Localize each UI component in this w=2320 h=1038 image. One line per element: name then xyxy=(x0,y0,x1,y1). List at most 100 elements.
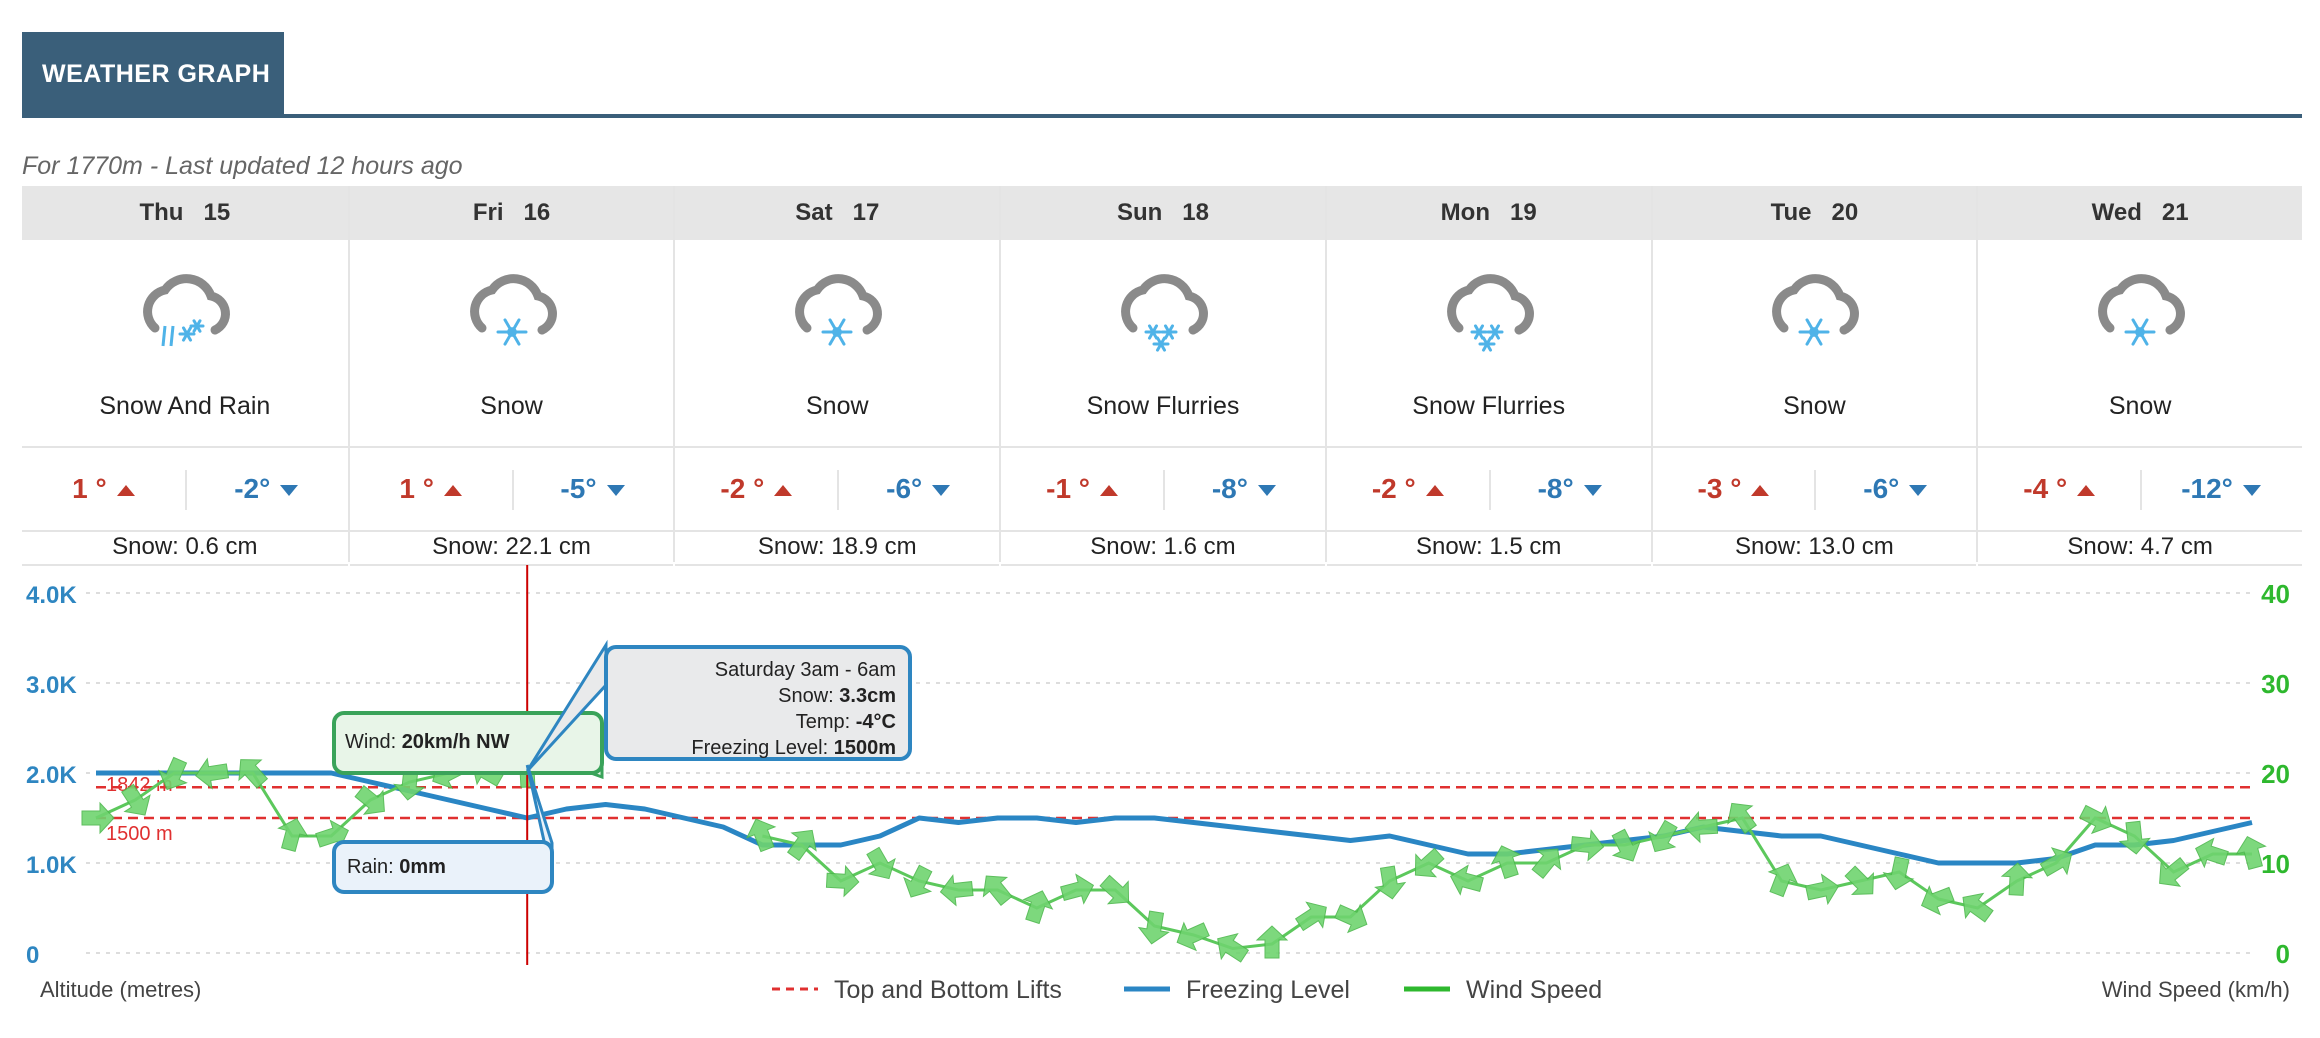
arrow-up-icon xyxy=(1100,485,1118,497)
snow-amount: Snow: 4.7 cm xyxy=(1978,530,2302,566)
freezing-level-line xyxy=(96,770,2253,866)
rain-tooltip xyxy=(332,840,554,894)
temp-divider xyxy=(1488,470,1491,510)
low-temp-value: -8° xyxy=(1537,473,1574,504)
snow-amount: Snow: 0.6 cm xyxy=(22,530,348,566)
arrow-down-icon xyxy=(280,485,299,497)
high-temp: -1 ° xyxy=(1001,448,1163,530)
header-bar: WEATHER GRAPH xyxy=(22,32,2302,118)
arrow-down-icon xyxy=(932,485,951,497)
condition-label: Snow Flurries xyxy=(1086,392,1240,420)
temperature-row: -1 ° -8° xyxy=(1001,446,1325,532)
high-temp-value: -2 ° xyxy=(720,473,765,504)
wind-direction-arrow xyxy=(1490,845,1522,880)
tooltip-freezing: Freezing Level: 1500m xyxy=(691,737,896,759)
day-name: Mon xyxy=(1440,199,1490,226)
snow-and-rain-icon xyxy=(135,266,235,356)
low-temp-value: -6° xyxy=(1863,473,1900,504)
wind-direction-arrow xyxy=(825,864,860,898)
day-name: Thu xyxy=(139,199,184,226)
wind-direction-arrow xyxy=(745,818,777,853)
wind-direction-arrow xyxy=(1531,848,1562,879)
low-temp: -6° xyxy=(1814,448,1976,530)
arrow-up-icon xyxy=(116,485,135,497)
wind-direction-arrow xyxy=(2000,862,2034,896)
y-tick-right: 30 xyxy=(2261,669,2290,699)
day-label: Thu 15 xyxy=(22,186,348,240)
temp-divider xyxy=(1162,470,1165,510)
condition-label: Snow And Rain xyxy=(99,392,271,420)
snow-icon xyxy=(462,266,562,356)
day-name: Tue xyxy=(1770,199,1812,226)
wind-direction-arrow xyxy=(1570,829,1605,862)
forecast-table: Thu 15 Snow And Rain 1 ° -2° Snow: 0.6 c… xyxy=(22,186,2302,566)
day-header-row xyxy=(22,186,2302,240)
rain-value: 0mm xyxy=(399,856,446,878)
snow-icon xyxy=(787,266,887,356)
wind-label: Wind: xyxy=(345,731,402,753)
day-label: Fri 16 xyxy=(350,186,674,240)
high-temp-value: -3 ° xyxy=(1697,473,1742,504)
tooltip-snow-label: Snow: xyxy=(778,685,839,707)
day-name: Wed xyxy=(2091,199,2142,226)
arrow-up-icon xyxy=(774,485,793,497)
arrow-down-icon xyxy=(1257,485,1276,497)
high-temp: 1 ° xyxy=(350,448,512,530)
wind-direction-arrow xyxy=(1684,810,1719,844)
wind-direction-arrow xyxy=(2195,837,2229,869)
day-date: 21 xyxy=(2161,199,2189,226)
y-tick-left: 1.0K xyxy=(26,852,77,879)
temp-divider xyxy=(184,470,187,510)
wind-direction-arrow xyxy=(1334,903,1368,934)
legend-label: Wind Speed xyxy=(1466,976,1602,1004)
y-tick-left: 0 xyxy=(26,942,39,969)
wind-direction-arrow xyxy=(1137,910,1170,945)
arrow-up-icon xyxy=(1425,485,1444,497)
page-title[interactable]: WEATHER GRAPH xyxy=(22,32,284,116)
low-temp-value: -8° xyxy=(1211,473,1248,504)
wind-direction-arrow xyxy=(354,785,385,815)
y-tick-right: 10 xyxy=(2261,849,2290,879)
wind-value: 20km/h NW xyxy=(402,731,510,753)
wind-direction-arrow xyxy=(2159,857,2190,887)
wind-direction-arrow xyxy=(1414,847,1445,878)
wind-direction-arrow xyxy=(939,874,974,907)
day-column-fri: Fri 16 Snow 1 ° -5° Snow: 22.1 cm xyxy=(347,186,674,566)
wind-direction-arrow xyxy=(1920,885,1955,916)
condition-label: Snow xyxy=(1783,392,1846,420)
day-label: Sun 18 xyxy=(1001,186,1325,240)
tooltip-freezing-label: Freezing Level: xyxy=(691,737,833,759)
wind-direction-arrow xyxy=(1060,873,1095,905)
day-date: 19 xyxy=(1510,199,1537,226)
wind-tooltip-text: Wind: 20km/h NW xyxy=(345,731,510,753)
wind-direction-arrow xyxy=(903,864,933,898)
day-column-thu: Thu 15 Snow And Rain 1 ° -2° Snow: 0.6 c… xyxy=(22,186,348,566)
lift-label: 1500 m xyxy=(106,823,173,845)
wind-direction-arrow xyxy=(2235,835,2267,870)
tooltip-temp-label: Temp: xyxy=(796,711,856,733)
tooltip-temp: Temp: -4°C xyxy=(796,711,896,733)
day-date: 20 xyxy=(1831,199,1859,226)
snow-amount: Snow: 13.0 cm xyxy=(1652,530,1977,566)
low-temp-value: -2° xyxy=(234,473,271,504)
y-tick-left: 4.0K xyxy=(26,582,77,609)
subtitle: For 1770m - Last updated 12 hours ago xyxy=(22,152,463,180)
day-label: Sat 17 xyxy=(675,186,999,240)
rain-tooltip-text: Rain: 0mm xyxy=(347,856,446,878)
wind-direction-arrow xyxy=(158,756,188,791)
arrow-up-icon xyxy=(443,485,462,497)
y-tick-left: 2.0K xyxy=(26,762,77,789)
wind-direction-arrow xyxy=(1099,874,1130,905)
low-temp: -8° xyxy=(1163,448,1325,530)
day-label: Wed 21 xyxy=(1978,186,2302,240)
day-date: 15 xyxy=(203,199,231,226)
wind-direction-arrow xyxy=(1176,921,1210,952)
high-temp: -2 ° xyxy=(1327,448,1489,530)
tooltip-title: Saturday 3am - 6am xyxy=(715,659,896,681)
lift-label: 1842 m xyxy=(106,774,173,796)
arrow-down-icon xyxy=(2242,485,2261,497)
day-column-wed: Wed 21 Snow -4 ° -12° Snow: 4.7 cm xyxy=(1976,186,2302,566)
legend-label: Top and Bottom Lifts xyxy=(834,976,1062,1004)
wind-direction-arrow xyxy=(195,757,230,790)
high-temp: -2 ° xyxy=(675,448,837,530)
